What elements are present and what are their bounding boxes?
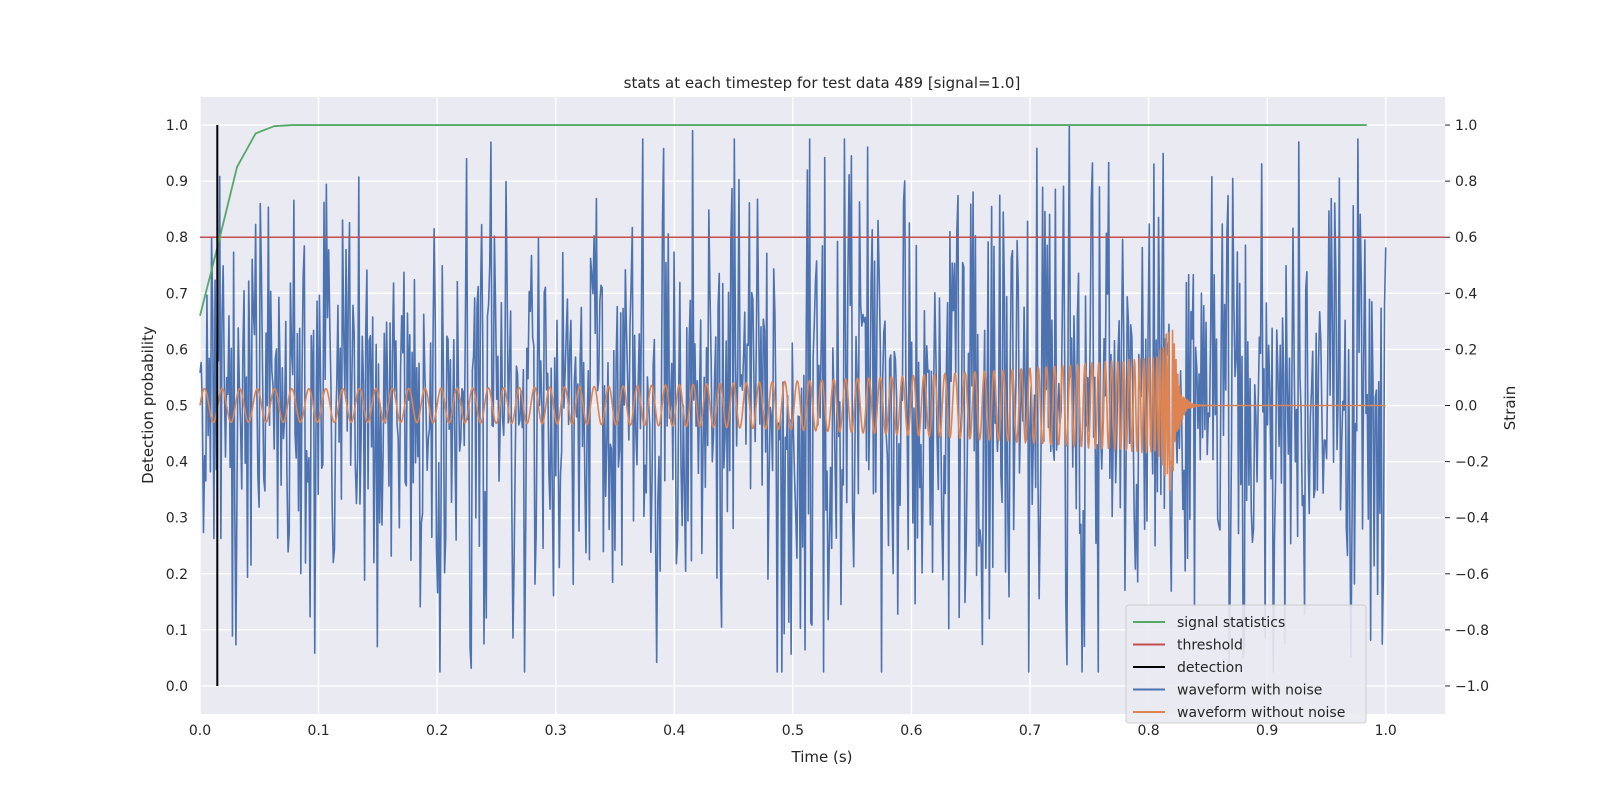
- y-left-tick-label: 0.4: [166, 455, 188, 471]
- y-axis-left-label: Detection probability: [139, 326, 157, 484]
- x-tick-label: 0.7: [1019, 723, 1041, 739]
- y-left-tick-label: 0.6: [166, 342, 188, 358]
- legend-entry: waveform with noise: [1177, 683, 1322, 699]
- y-right-tick-label: −0.4: [1455, 511, 1489, 527]
- legend-entry: waveform without noise: [1177, 705, 1345, 721]
- y-right-tick-label: 0.4: [1455, 286, 1477, 302]
- y-left-axis-ticks: 0.0 0.1 0.2 0.3 0.4 0.5 0.6 0.7 0.8 0.9 1.0: [166, 118, 188, 695]
- y-right-tick-label: −0.6: [1455, 567, 1489, 583]
- x-tick-label: 0.0: [189, 723, 211, 739]
- y-axis-right-label: Strain: [1501, 386, 1519, 430]
- series-signal-statistics: [199, 124, 1367, 316]
- series-waveform-without-noise: [199, 329, 1386, 492]
- y-left-tick-label: 0.8: [166, 230, 188, 246]
- y-right-tick-label: 0.2: [1455, 342, 1477, 358]
- y-right-tick-label: 0.0: [1455, 399, 1477, 415]
- series-layer: [199, 124, 1445, 686]
- x-axis-label: Time (s): [791, 748, 853, 766]
- x-axis-ticks: 0.0 0.1 0.2 0.3 0.4 0.5 0.6 0.7 0.8 0.9 1.0: [189, 723, 1397, 739]
- legend-box: [1125, 604, 1367, 724]
- legend: signal statistics threshold detection wavef…: [1125, 604, 1367, 724]
- y-left-tick-label: 0.3: [166, 511, 188, 527]
- y-right-tick-label: 0.8: [1455, 174, 1477, 190]
- x-tick-label: 0.3: [545, 723, 567, 739]
- y-left-tick-label: 0.5: [166, 399, 188, 415]
- x-tick-label: 1.0: [1375, 723, 1397, 739]
- y-left-tick-label: 0.9: [166, 174, 188, 190]
- y-right-axis-ticks: −1.0 −0.8 −0.6 −0.4 −0.2 0.0 0.2 0.4 0.6 0.8 1.0: [1445, 118, 1489, 695]
- y-left-tick-label: 0.7: [166, 286, 188, 302]
- x-tick-label: 0.9: [1256, 723, 1278, 739]
- x-tick-label: 0.5: [782, 723, 804, 739]
- y-right-tick-label: −0.8: [1455, 623, 1489, 639]
- y-right-tick-label: 1.0: [1455, 118, 1477, 134]
- y-left-tick-label: 0.1: [166, 623, 188, 639]
- y-left-tick-label: 0.0: [166, 679, 188, 695]
- x-tick-label: 0.8: [1137, 723, 1159, 739]
- chart-title: stats at each timestep for test data 489…: [624, 74, 1021, 92]
- y-left-tick-label: 1.0: [166, 118, 188, 134]
- y-right-tick-label: 0.6: [1455, 230, 1477, 246]
- legend-entry: detection: [1177, 660, 1243, 676]
- y-right-tick-label: −1.0: [1455, 679, 1489, 695]
- x-tick-label: 0.6: [900, 723, 922, 739]
- series-waveform-with-noise: [199, 124, 1387, 673]
- legend-entry: threshold: [1177, 638, 1243, 654]
- x-tick-label: 0.4: [663, 723, 685, 739]
- y-left-tick-label: 0.2: [166, 567, 188, 583]
- y-right-tick-label: −0.2: [1455, 455, 1489, 471]
- x-tick-label: 0.1: [307, 723, 329, 739]
- x-tick-label: 0.2: [426, 723, 448, 739]
- legend-entry: signal statistics: [1177, 615, 1285, 631]
